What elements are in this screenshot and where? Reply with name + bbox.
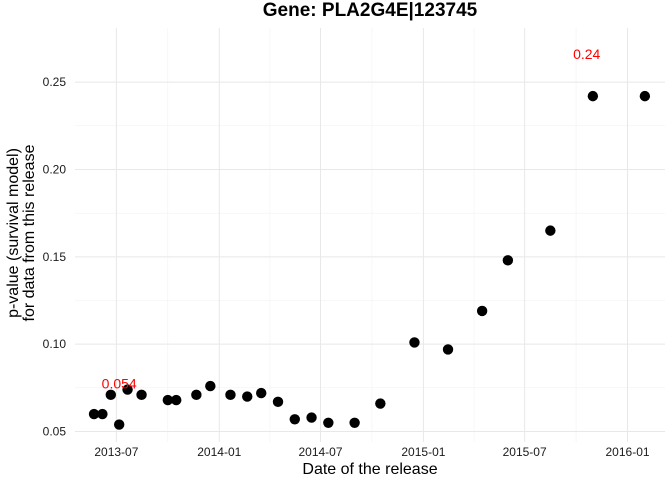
- x-axis-title: Date of the release: [302, 461, 437, 478]
- annotations: 0.054 0.24: [102, 46, 601, 391]
- data-point: [136, 389, 147, 401]
- y-tick-label: 0.10: [43, 337, 67, 351]
- grid: [75, 28, 665, 442]
- data-points: [88, 90, 651, 430]
- data-point: [242, 391, 253, 402]
- x-tick-label: 2015-07: [503, 445, 547, 459]
- axis-ticks: 0.05 0.10 0.15 0.20 0.25 2013-07 2014-01 2014-0…: [43, 75, 650, 459]
- data-point: [122, 384, 133, 395]
- chart-title: Gene: PLA2G4E|123745: [263, 0, 478, 21]
- x-tick-label: 2016-01: [606, 445, 650, 459]
- data-point: [476, 305, 488, 317]
- data-point: [409, 337, 420, 348]
- data-point: [171, 394, 182, 406]
- y-tick-label: 0.15: [43, 250, 67, 264]
- data-point: [349, 417, 360, 428]
- data-point: [545, 225, 556, 236]
- x-tick-label: 2015-01: [401, 445, 445, 459]
- data-point: [256, 387, 267, 399]
- data-point: [105, 389, 116, 401]
- data-point: [191, 389, 202, 401]
- y-axis-title-line-1: p-value (survival model): [5, 148, 22, 318]
- x-tick-label: 2014-01: [197, 445, 241, 459]
- data-point: [97, 408, 108, 420]
- y-axis-title: p-value (survival model) for data from t…: [5, 144, 38, 321]
- data-point: [502, 255, 514, 266]
- annotation-label: 0.24: [573, 46, 600, 62]
- data-point: [442, 344, 454, 355]
- y-tick-label: 0.25: [43, 75, 67, 89]
- y-axis-title-line-2: for data from this release: [21, 144, 38, 321]
- data-point: [639, 90, 651, 102]
- data-point: [323, 417, 334, 428]
- data-point: [88, 408, 100, 420]
- x-tick-label: 2013-07: [94, 445, 138, 459]
- data-point: [205, 380, 216, 392]
- data-point: [225, 389, 236, 401]
- data-point: [289, 414, 300, 425]
- data-point: [306, 412, 317, 423]
- data-point: [113, 419, 125, 430]
- x-tick-label: 2014-07: [298, 445, 342, 459]
- data-point: [375, 398, 386, 409]
- annotation-label: 0.054: [102, 375, 137, 391]
- data-point: [162, 394, 174, 406]
- y-tick-label: 0.05: [43, 425, 67, 439]
- data-point: [587, 90, 599, 102]
- y-tick-label: 0.20: [43, 162, 67, 176]
- data-point: [272, 396, 284, 408]
